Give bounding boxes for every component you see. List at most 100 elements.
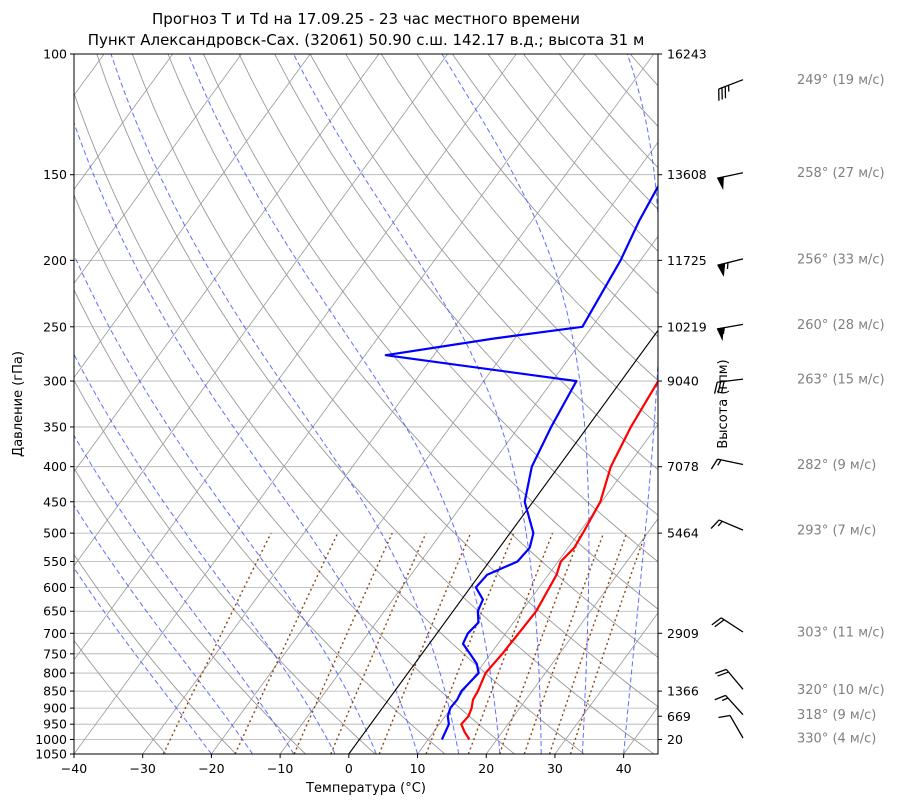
wind-barb-staff [720, 617, 744, 633]
dry-adiabat [666, 54, 900, 754]
y-tick-label: 500 [43, 526, 67, 541]
plot-area [74, 54, 900, 754]
moist-adiabat [293, 54, 542, 754]
x-tick-label: −20 [198, 761, 224, 776]
height-tick-label: 2909 [667, 626, 699, 641]
zero-isotherm-line [348, 329, 658, 754]
moist-adiabat [110, 54, 460, 754]
y-tick-label: 850 [43, 684, 67, 699]
dry-adiabat [380, 54, 658, 382]
dry-adiabat [74, 379, 376, 754]
x-tick-label: 20 [478, 761, 494, 776]
height-tick-label: 7078 [667, 459, 699, 474]
isotherms [74, 54, 658, 754]
y-tick-label: 800 [43, 666, 67, 681]
y-tick-label: 650 [43, 604, 67, 619]
wind-barb-staff [725, 694, 744, 716]
y-tick-label: 700 [43, 626, 67, 641]
dry-adiabat [74, 91, 585, 754]
wind-label: 263° (15 м/с) [797, 373, 885, 388]
moist-adiabat [187, 54, 501, 754]
y-tick-label: 600 [43, 580, 67, 595]
dry-adiabat [96, 54, 655, 754]
dry-adiabat [74, 553, 237, 754]
wind-barb-pennant [716, 176, 724, 191]
wind-barb-staff [717, 458, 744, 466]
y-tick-label: 350 [43, 419, 67, 434]
isotherm [554, 612, 658, 754]
wind-barb-full [718, 714, 731, 719]
mixing-ratio-line [569, 532, 647, 754]
x-axis-label: Температура (°C) [305, 781, 426, 796]
wind-barb-half [727, 85, 730, 92]
dry-adiabat [167, 54, 658, 658]
wind-barb-full [722, 263, 726, 276]
wind-barb-half [726, 262, 729, 270]
x-tick-label: −40 [61, 761, 87, 776]
wind-barb-full [724, 86, 727, 99]
height-tick-label: 16243 [667, 47, 707, 62]
isotherm [74, 54, 174, 190]
wind-barb [713, 378, 744, 394]
y-tick-label: 950 [43, 717, 67, 732]
isotherm [74, 54, 448, 567]
chart-subtitle: Пункт Александровск-Сах. (32061) 50.90 с… [88, 31, 645, 49]
moist-adiabats [74, 54, 658, 754]
chart-title: Прогноз T и Td на 17.09.25 - 23 час мест… [152, 10, 580, 28]
mixing-ratio-line [548, 532, 628, 754]
dry-adiabat [238, 54, 658, 563]
mixing-ratio-line [425, 532, 515, 754]
height-tick-label: 9040 [667, 374, 699, 389]
wind-barb-staff [729, 715, 744, 739]
dewpoint-line [384, 184, 658, 740]
dry-adiabat [629, 54, 658, 87]
moist-adiabat [74, 504, 254, 754]
x-tick-label: 0 [345, 761, 353, 776]
height-tick-label: 669 [667, 709, 691, 724]
dry-adiabat [74, 288, 446, 754]
height-tick-label: 10219 [667, 319, 707, 334]
dry-adiabat [74, 193, 515, 754]
wind-label: 320° (10 м/с) [797, 683, 885, 698]
wind-barb-full [714, 619, 725, 628]
y-tick-label: 1000 [35, 732, 67, 747]
wind-barb [711, 617, 744, 633]
y-tick-label: 900 [43, 701, 67, 716]
mixing-ratio-line [162, 532, 272, 754]
mixing-ratio-line [234, 532, 339, 754]
isotherm [74, 54, 586, 754]
wind-barb-half [717, 520, 723, 527]
dry-adiabat [274, 54, 658, 516]
moist-adiabat [74, 121, 418, 754]
mixing-ratio-line [378, 532, 472, 754]
dry-adiabat [594, 54, 658, 128]
pressure-gridlines [74, 54, 658, 754]
mixing-ratio-line [523, 532, 605, 754]
dry-adiabat [74, 639, 167, 754]
wind-barb-half [722, 327, 725, 335]
wind-label: 293° (7 м/с) [797, 524, 876, 539]
height-axis-ticks: 16243 13608 11725 10219 9040 7078 5464 2909 1366… [658, 47, 707, 747]
wind-barbs: 249° (19 м/с) 258° (27 м/с) 256° (33 м/с) 2… [710, 73, 885, 746]
height-axis-label: Высота (гпм) [716, 359, 731, 448]
y-tick-label: 150 [43, 167, 67, 182]
wind-barb-full [720, 381, 725, 393]
wind-barb-half [717, 459, 722, 466]
wind-barb-staff [718, 519, 744, 531]
y-tick-label: 200 [43, 253, 67, 268]
wind-barb-full [711, 617, 722, 626]
dry-adiabat [452, 54, 658, 295]
y-tick-label: 250 [43, 319, 67, 334]
isotherm [74, 54, 311, 379]
wind-barb-full [717, 671, 729, 677]
wind-label: 330° (4 м/с) [797, 731, 876, 746]
wind-barb [715, 668, 744, 690]
y-tick-label: 450 [43, 494, 67, 509]
isotherm [74, 54, 242, 285]
mixing-ratio-line [467, 532, 554, 754]
profile-series [384, 184, 658, 741]
isotherm [74, 54, 517, 661]
plot-frame [73, 53, 659, 755]
wind-barb [718, 714, 744, 739]
x-tick-label: −30 [130, 761, 156, 776]
